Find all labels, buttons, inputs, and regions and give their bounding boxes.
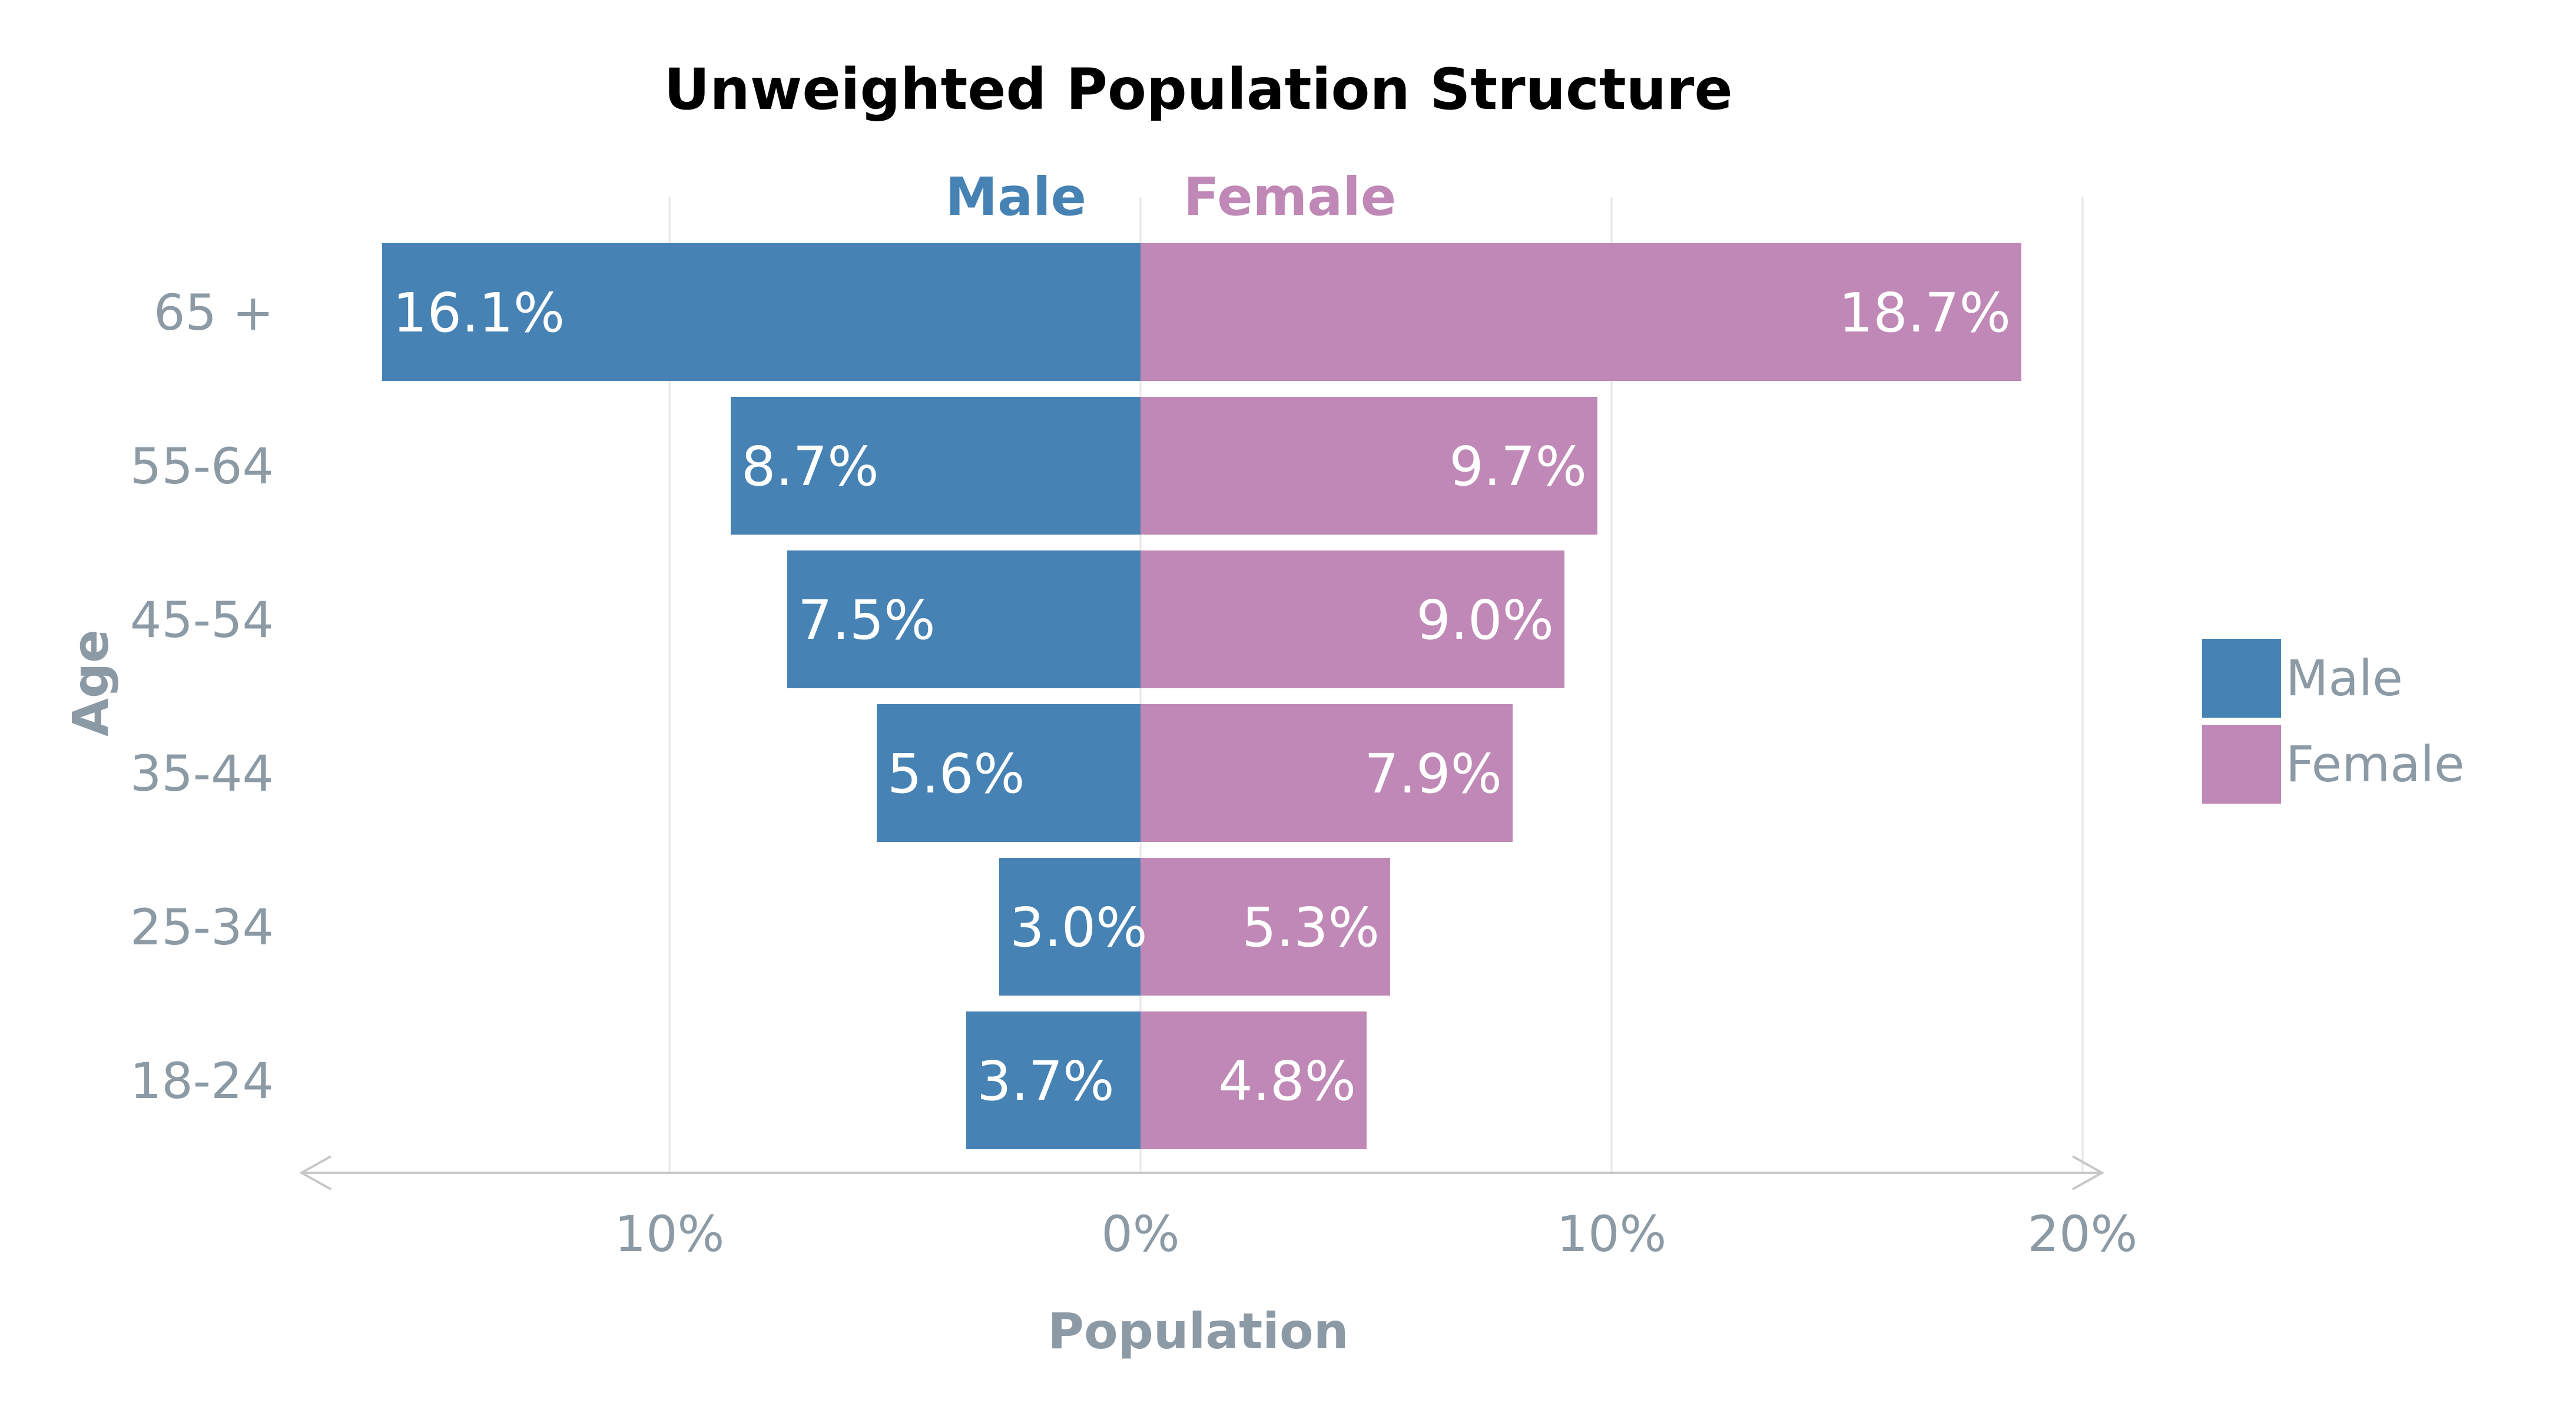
female-bar (1141, 704, 1513, 842)
female-bar (1141, 397, 1597, 535)
male-bar (787, 550, 1141, 688)
x-tick-label: 10% (615, 1205, 725, 1263)
female-bar (1141, 243, 2021, 381)
legend-label: Male (2286, 649, 2403, 707)
female-side-label: Female (1183, 166, 1396, 227)
female-bar (1141, 858, 1390, 996)
age-category-label: 18-24 (130, 1052, 274, 1110)
male-bar-label: 3.0% (1010, 896, 1148, 959)
female-bar (1141, 550, 1564, 688)
male-bar-label: 5.6% (887, 742, 1025, 805)
x-tick-label: 10% (1557, 1205, 1667, 1263)
x-axis-left-arrow (299, 1155, 331, 1190)
male-bar-label: 8.7% (741, 435, 879, 498)
male-bar (877, 704, 1141, 842)
legend: Male Female (2202, 639, 2465, 804)
male-bar-label: 7.5% (798, 589, 936, 652)
male-bar (731, 397, 1141, 535)
female-bar-label: 9.7% (1449, 435, 1587, 498)
age-category-label: 25-34 (130, 898, 274, 956)
x-axis-right-arrow (2072, 1155, 2105, 1190)
x-axis: 10% 0% 10% 20% (299, 1155, 2138, 1263)
age-category-label: 45-54 (130, 591, 274, 649)
age-category-label: 35-44 (130, 745, 274, 802)
male-side-label: Male (946, 166, 1087, 227)
female-bar (1141, 1011, 1367, 1149)
x-axis-title: Population (1047, 1302, 1348, 1360)
female-bar-label: 9.0% (1416, 589, 1554, 652)
legend-swatch (2202, 725, 2281, 804)
male-bar (999, 858, 1141, 996)
male-bar-label: 16.1% (393, 281, 565, 344)
female-bar-label: 18.7% (1839, 281, 2011, 344)
legend-label: Female (2286, 735, 2465, 793)
male-bar-label: 3.7% (977, 1050, 1115, 1113)
x-tick-label: 20% (2028, 1205, 2138, 1263)
x-tick-label: 0% (1101, 1205, 1179, 1263)
chart-title: Unweighted Population Structure (664, 57, 1732, 122)
male-bar (382, 243, 1141, 381)
female-bar-label: 7.9% (1364, 742, 1502, 805)
legend-swatch (2202, 639, 2281, 718)
age-category-label: 55-64 (130, 437, 274, 495)
bars: 16.1% 18.7% 65 + 8.7% 9.7% 55-64 7.5% 9.0% 45-54… (130, 243, 2021, 1149)
age-category-label: 65 + (154, 284, 274, 341)
male-bar (966, 1011, 1141, 1149)
y-axis-title: Age (62, 629, 120, 737)
female-bar-label: 5.3% (1242, 896, 1380, 959)
female-bar-label: 4.8% (1218, 1050, 1356, 1113)
